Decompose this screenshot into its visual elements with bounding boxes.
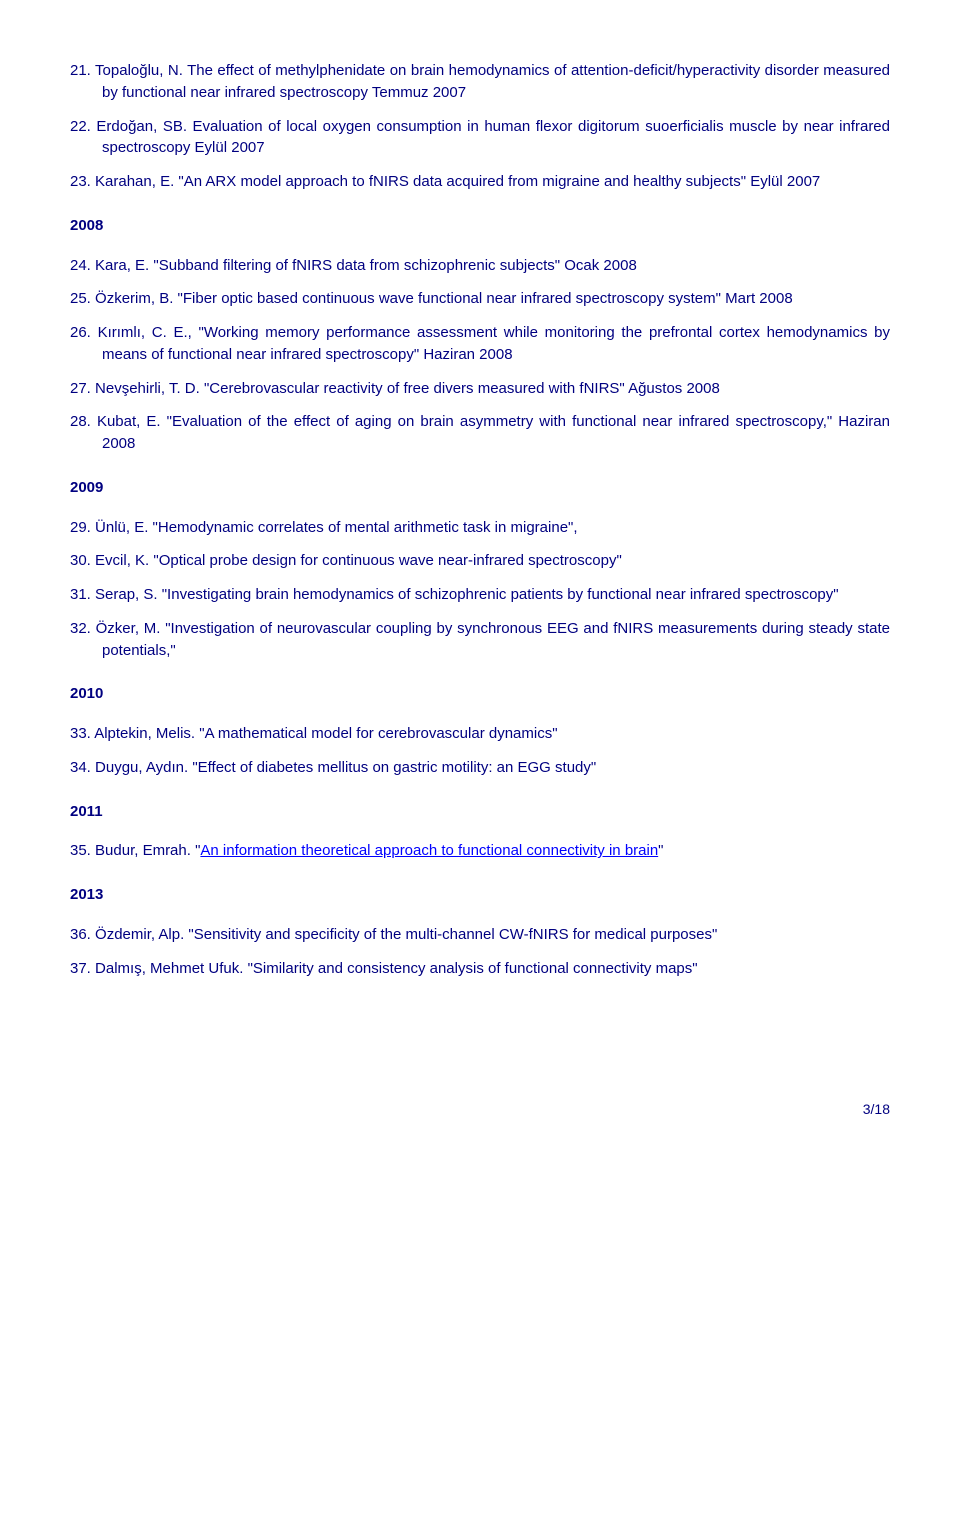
list-item: 26. Kırımlı, C. E., "Working memory perf…: [70, 322, 890, 366]
item-number: 24.: [70, 257, 95, 274]
list-item: 22. Erdoğan, SB. Evaluation of local oxy…: [70, 116, 890, 160]
item-number: 25.: [70, 290, 95, 307]
items-2008: 24. Kara, E. "Subband filtering of fNIRS…: [70, 255, 890, 455]
year-2010: 2010: [70, 683, 890, 705]
page-number: 3/18: [70, 1099, 890, 1119]
item-number: 29.: [70, 519, 95, 536]
item-number: 30.: [70, 552, 95, 569]
item-number: 34.: [70, 759, 95, 776]
item-number: 22.: [70, 118, 96, 135]
list-item: 33. Alptekin, Melis. "A mathematical mod…: [70, 723, 890, 745]
list-item: 30. Evcil, K. "Optical probe design for …: [70, 550, 890, 572]
item-text: Nevşehirli, T. D. "Cerebrovascular react…: [95, 380, 720, 397]
list-item: 25. Özkerim, B. "Fiber optic based conti…: [70, 288, 890, 310]
items-2013: 36. Özdemir, Alp. "Sensitivity and speci…: [70, 924, 890, 980]
item-text: Kara, E. "Subband filtering of fNIRS dat…: [95, 257, 637, 274]
year-2009: 2009: [70, 477, 890, 499]
item-number: 21.: [70, 62, 95, 79]
item-text: Erdoğan, SB. Evaluation of local oxygen …: [96, 118, 890, 157]
list-item: 35. Budur, Emrah. "An information theore…: [70, 840, 890, 862]
item-number: 31.: [70, 586, 95, 603]
list-item: 28. Kubat, E. "Evaluation of the effect …: [70, 411, 890, 455]
list-item: 36. Özdemir, Alp. "Sensitivity and speci…: [70, 924, 890, 946]
item-number: 27.: [70, 380, 95, 397]
item-text: Özker, M. "Investigation of neurovascula…: [96, 620, 890, 659]
item-link[interactable]: An information theoretical approach to f…: [200, 842, 658, 859]
item-number: 35.: [70, 842, 91, 859]
item-text: Ünlü, E. "Hemodynamic correlates of ment…: [95, 519, 578, 536]
list-item: 29. Ünlü, E. "Hemodynamic correlates of …: [70, 517, 890, 539]
year-2013: 2013: [70, 884, 890, 906]
items-2009: 29. Ünlü, E. "Hemodynamic correlates of …: [70, 517, 890, 662]
year-2008: 2008: [70, 215, 890, 237]
item-text: Duygu, Aydın. "Effect of diabetes mellit…: [95, 759, 596, 776]
list-item: 21. Topaloğlu, N. The effect of methylph…: [70, 60, 890, 104]
item-number: 32.: [70, 620, 96, 637]
items-2010: 33. Alptekin, Melis. "A mathematical mod…: [70, 723, 890, 779]
item-text: Karahan, E. "An ARX model approach to fN…: [95, 173, 820, 190]
item-number: 28.: [70, 413, 97, 430]
list-item: 32. Özker, M. "Investigation of neurovas…: [70, 618, 890, 662]
year-2011: 2011: [70, 801, 890, 823]
item-text: Serap, S. "Investigating brain hemodynam…: [95, 586, 839, 603]
item-number: 26.: [70, 324, 98, 341]
item-text: Evcil, K. "Optical probe design for cont…: [95, 552, 622, 569]
item-number: 23.: [70, 173, 95, 190]
list-item: 24. Kara, E. "Subband filtering of fNIRS…: [70, 255, 890, 277]
item-number: 33.: [70, 725, 94, 742]
item-number: 37.: [70, 960, 95, 977]
items-top: 21. Topaloğlu, N. The effect of methylph…: [70, 60, 890, 193]
item-text: Alptekin, Melis. "A mathematical model f…: [94, 725, 557, 742]
list-item: 34. Duygu, Aydın. "Effect of diabetes me…: [70, 757, 890, 779]
list-item: 37. Dalmış, Mehmet Ufuk. "Similarity and…: [70, 958, 890, 980]
item-text: Dalmış, Mehmet Ufuk. "Similarity and con…: [95, 960, 698, 977]
list-item: 27. Nevşehirli, T. D. "Cerebrovascular r…: [70, 378, 890, 400]
item-text: Kırımlı, C. E., "Working memory performa…: [98, 324, 890, 363]
item-text: Kubat, E. "Evaluation of the effect of a…: [97, 413, 890, 452]
list-item: 31. Serap, S. "Investigating brain hemod…: [70, 584, 890, 606]
item-text: Özdemir, Alp. "Sensitivity and specifici…: [95, 926, 717, 943]
item-number: 36.: [70, 926, 95, 943]
item-text: Özkerim, B. "Fiber optic based continuou…: [95, 290, 793, 307]
item-text: Topaloğlu, N. The effect of methylphenid…: [95, 62, 890, 101]
item-text-suffix: ": [658, 842, 663, 859]
item-text-prefix: Budur, Emrah. ": [95, 842, 200, 859]
list-item: 23. Karahan, E. "An ARX model approach t…: [70, 171, 890, 193]
